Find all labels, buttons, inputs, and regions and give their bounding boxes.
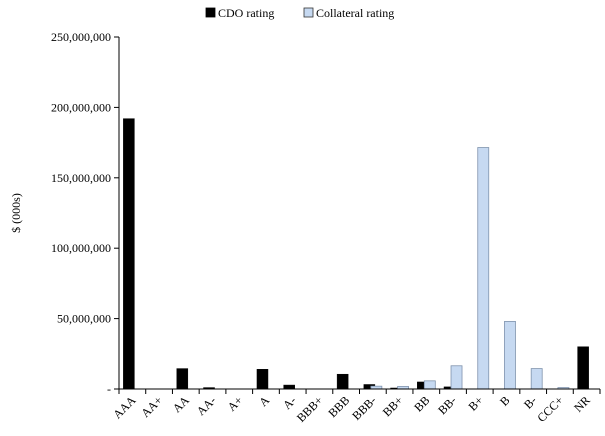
legend-swatch-collateral-rating — [303, 7, 314, 18]
axes — [118, 37, 600, 390]
bar-cdo-rating-nr — [577, 346, 589, 390]
bar-cdo-rating-aminus — [283, 384, 295, 390]
x-tick-label: AA- — [194, 393, 219, 418]
x-tick-label: BB — [411, 393, 432, 414]
x-tick-label: A — [256, 393, 272, 409]
y-tick-label: 100,000,000 — [51, 241, 111, 255]
legend-label-collateral-rating: Collateral rating — [316, 6, 394, 20]
x-tick-label: BBB- — [349, 393, 379, 423]
bar-collateral-rating-bb — [423, 380, 436, 390]
bar-collateral-rating-b — [504, 321, 516, 390]
legend-swatch-cdo-rating — [205, 7, 216, 18]
x-tick-label: BB+ — [380, 393, 406, 419]
legend-label-cdo-rating: CDO rating — [218, 6, 274, 20]
x-tick-label: B+ — [466, 393, 487, 414]
y-tick-label: - — [107, 382, 111, 396]
x-tick-label: CCC+ — [534, 393, 566, 425]
bar-cdo-rating-aa — [176, 368, 189, 390]
bar-cdo-rating-aaa — [123, 118, 135, 390]
bars — [123, 118, 589, 390]
y-tick-label: 150,000,000 — [51, 171, 111, 185]
x-tick-label: A+ — [225, 393, 246, 414]
x-tick-label: BBB — [325, 393, 352, 420]
x-tick-label: BBB+ — [294, 393, 326, 425]
bar-cdo-rating-a — [256, 369, 269, 390]
x-tick-label: NR — [571, 393, 593, 415]
bar-collateral-rating-bminus — [530, 368, 543, 390]
x-tick-label: BB- — [435, 393, 459, 417]
bar-collateral-rating-bplus — [477, 147, 490, 390]
y-axis-title: $ (000s) — [9, 193, 23, 233]
x-tick-label: AA — [170, 393, 192, 415]
x-tick-label: A- — [280, 393, 299, 412]
y-tick-label: 250,000,000 — [51, 30, 111, 44]
x-tick-label: B- — [521, 393, 539, 411]
bar-collateral-rating-bbminus — [450, 365, 463, 390]
y-tick-label: 200,000,000 — [51, 100, 111, 114]
y-axis-ticks: - 50,000,000 100,000,000 150,000,000 200,000… — [51, 30, 119, 396]
bar-cdo-rating-bbb — [336, 373, 349, 390]
x-tick-label: AAA — [110, 393, 139, 422]
y-tick-label: 50,000,000 — [57, 312, 111, 326]
x-tick-label: AA+ — [138, 393, 165, 420]
x-tick-label: B — [497, 393, 513, 409]
chart-legend: CDO rating Collateral rating — [205, 6, 394, 20]
